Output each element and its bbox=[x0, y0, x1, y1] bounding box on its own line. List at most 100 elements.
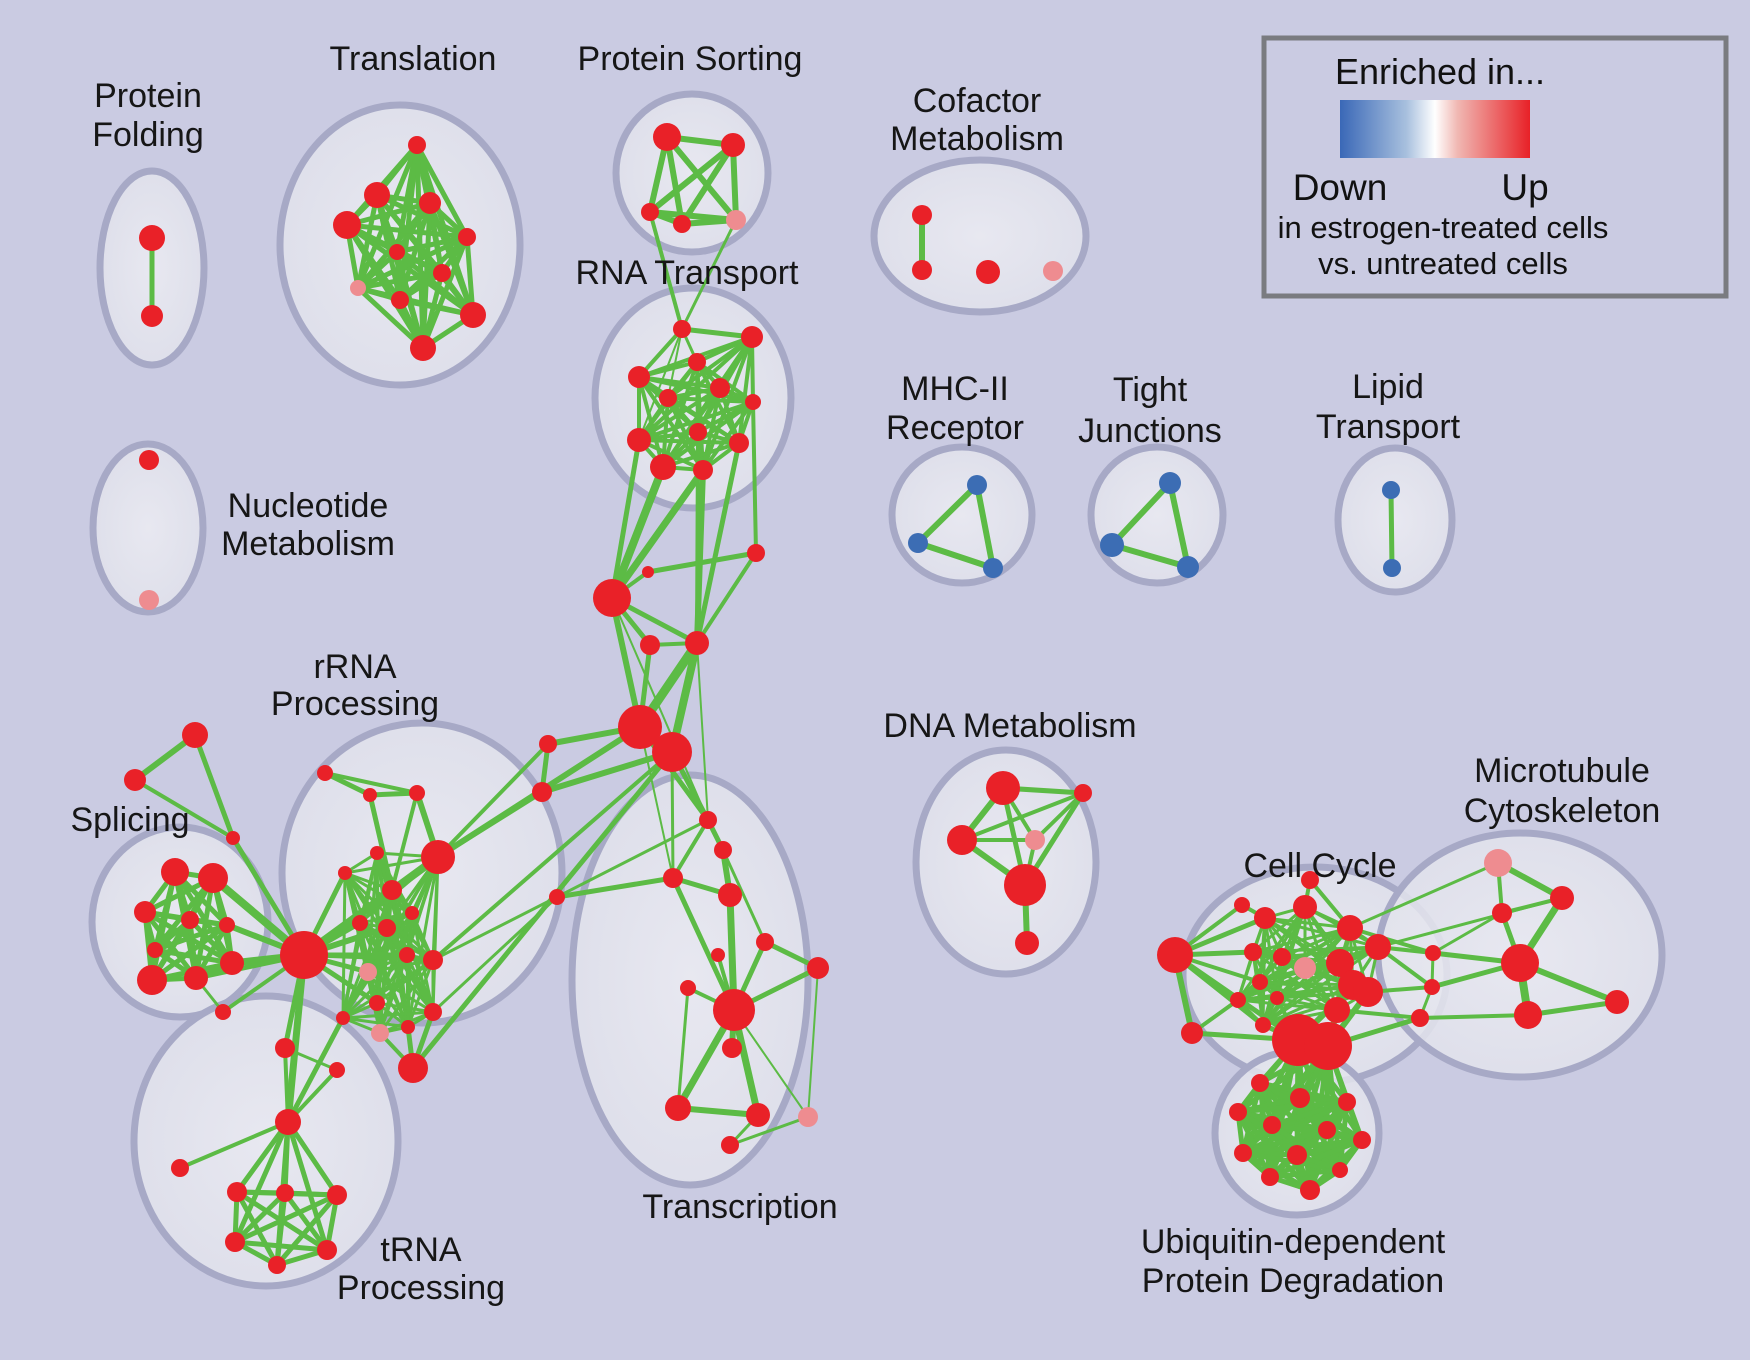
node-rr2-red[interactable] bbox=[363, 788, 377, 802]
node-cc7-pink[interactable] bbox=[1294, 957, 1316, 979]
node-tx6-red[interactable] bbox=[756, 933, 774, 951]
node-rt3-red[interactable] bbox=[628, 366, 650, 388]
node-rr20-red[interactable] bbox=[275, 1038, 295, 1058]
node-mt7-red[interactable] bbox=[1605, 990, 1629, 1014]
node-rr8-red[interactable] bbox=[405, 906, 419, 920]
node-sp6-red[interactable] bbox=[147, 942, 163, 958]
node-cc2-red[interactable] bbox=[1181, 1022, 1203, 1044]
node-rt10-red[interactable] bbox=[650, 454, 676, 480]
node-cc13-red[interactable] bbox=[1252, 974, 1268, 990]
node-rg4-red[interactable] bbox=[225, 1232, 245, 1252]
node-tx12-pink[interactable] bbox=[798, 1107, 818, 1127]
node-ub5-red[interactable] bbox=[1263, 1116, 1281, 1134]
node-mh2-blue[interactable] bbox=[908, 533, 928, 553]
node-rt5-red[interactable] bbox=[659, 389, 677, 407]
node-ub11-red[interactable] bbox=[1261, 1168, 1279, 1186]
node-cc5-red[interactable] bbox=[1244, 943, 1262, 961]
node-tx1-red[interactable] bbox=[699, 811, 717, 829]
node-rc2-red[interactable] bbox=[1424, 979, 1440, 995]
node-tg1-red[interactable] bbox=[182, 722, 208, 748]
node-rr5-red[interactable] bbox=[338, 866, 352, 880]
node-tr3-red[interactable] bbox=[419, 192, 441, 214]
node-cf4-pink[interactable] bbox=[1043, 261, 1063, 281]
node-rt7-red[interactable] bbox=[689, 423, 707, 441]
node-dn3-red[interactable] bbox=[1074, 784, 1092, 802]
node-ub10-red[interactable] bbox=[1332, 1162, 1348, 1178]
node-rt2-red[interactable] bbox=[688, 353, 706, 371]
node-cc10-red[interactable] bbox=[1365, 934, 1391, 960]
node-rt1-red[interactable] bbox=[741, 326, 763, 348]
node-cc19-red[interactable] bbox=[1301, 871, 1319, 889]
node-rr17-red[interactable] bbox=[336, 1011, 350, 1025]
node-bb2-red[interactable] bbox=[685, 631, 709, 655]
node-rr16-red[interactable] bbox=[424, 1003, 442, 1021]
node-tr1-red[interactable] bbox=[408, 136, 426, 154]
node-tr4-red[interactable] bbox=[333, 211, 361, 239]
node-rr18-pink[interactable] bbox=[371, 1024, 389, 1042]
node-ub4-red[interactable] bbox=[1229, 1103, 1247, 1121]
node-rg5-red[interactable] bbox=[317, 1240, 337, 1260]
node-rt11-red[interactable] bbox=[693, 460, 713, 480]
node-tr6-red[interactable] bbox=[389, 244, 405, 260]
node-rr4-red[interactable] bbox=[370, 846, 384, 860]
node-sp3-red[interactable] bbox=[134, 901, 156, 923]
node-rr14-pink[interactable] bbox=[359, 963, 377, 981]
node-tj3-blue[interactable] bbox=[1177, 556, 1199, 578]
node-tx3-red[interactable] bbox=[663, 868, 683, 888]
node-lt2-blue[interactable] bbox=[1383, 559, 1401, 577]
node-tr2-red[interactable] bbox=[364, 182, 390, 208]
node-tx10-red[interactable] bbox=[665, 1095, 691, 1121]
node-dn1-red[interactable] bbox=[986, 771, 1020, 805]
node-tr10-red[interactable] bbox=[460, 302, 486, 328]
node-txh-red[interactable] bbox=[713, 989, 755, 1031]
node-tx13-red[interactable] bbox=[721, 1136, 739, 1154]
node-iso-red[interactable] bbox=[171, 1159, 189, 1177]
node-cf1-red[interactable] bbox=[912, 205, 932, 225]
node-j2-red[interactable] bbox=[1304, 1022, 1352, 1070]
node-tg3-red[interactable] bbox=[226, 831, 240, 845]
node-tg2-red[interactable] bbox=[124, 769, 146, 791]
node-rc3-red[interactable] bbox=[1411, 1009, 1429, 1027]
node-tr7-red[interactable] bbox=[433, 264, 451, 282]
node-cf3-red[interactable] bbox=[976, 260, 1000, 284]
node-sp2-red[interactable] bbox=[198, 863, 228, 893]
node-sp4-red[interactable] bbox=[181, 911, 199, 929]
node-ps1-red[interactable] bbox=[653, 123, 681, 151]
node-mt4-red[interactable] bbox=[1501, 944, 1539, 982]
node-rr12-red[interactable] bbox=[399, 947, 415, 963]
node-cc9-red[interactable] bbox=[1337, 915, 1363, 941]
node-cc6-red[interactable] bbox=[1273, 948, 1291, 966]
node-tx11-red[interactable] bbox=[746, 1103, 770, 1127]
node-rt6-red[interactable] bbox=[745, 394, 761, 410]
node-bbs2-red[interactable] bbox=[747, 544, 765, 562]
node-mh3-blue[interactable] bbox=[983, 558, 1003, 578]
node-nm2-pink[interactable] bbox=[139, 590, 159, 610]
node-t2-red[interactable] bbox=[652, 732, 692, 772]
node-mt2-red[interactable] bbox=[1550, 886, 1574, 910]
node-sp8-red[interactable] bbox=[184, 966, 208, 990]
node-cc16-red[interactable] bbox=[1255, 1017, 1271, 1033]
node-cc3-red[interactable] bbox=[1254, 907, 1276, 929]
node-t1-red[interactable] bbox=[618, 705, 662, 749]
node-pf2-red[interactable] bbox=[141, 305, 163, 327]
node-ub2-red[interactable] bbox=[1290, 1088, 1310, 1108]
node-tx5-red[interactable] bbox=[711, 948, 725, 962]
node-ub3-red[interactable] bbox=[1338, 1093, 1356, 1111]
node-ps5-pink[interactable] bbox=[726, 210, 746, 230]
node-rg6-red[interactable] bbox=[268, 1256, 286, 1274]
node-tx2-red[interactable] bbox=[714, 841, 732, 859]
node-tl1-red[interactable] bbox=[539, 735, 557, 753]
node-tr5-red[interactable] bbox=[458, 228, 476, 246]
node-tx8-red[interactable] bbox=[807, 957, 829, 979]
node-rr15-red[interactable] bbox=[369, 995, 385, 1011]
node-ps4-red[interactable] bbox=[673, 215, 691, 233]
node-tr11-red[interactable] bbox=[410, 335, 436, 361]
node-rt4-red[interactable] bbox=[710, 378, 730, 398]
node-pf1-red[interactable] bbox=[139, 225, 165, 251]
node-sp9-red[interactable] bbox=[220, 951, 244, 975]
node-ub9-red[interactable] bbox=[1287, 1145, 1307, 1165]
node-cc12-red[interactable] bbox=[1353, 977, 1383, 1007]
node-dn2-red[interactable] bbox=[947, 825, 977, 855]
node-ti-red[interactable] bbox=[549, 889, 565, 905]
node-rr21-red[interactable] bbox=[329, 1062, 345, 1078]
